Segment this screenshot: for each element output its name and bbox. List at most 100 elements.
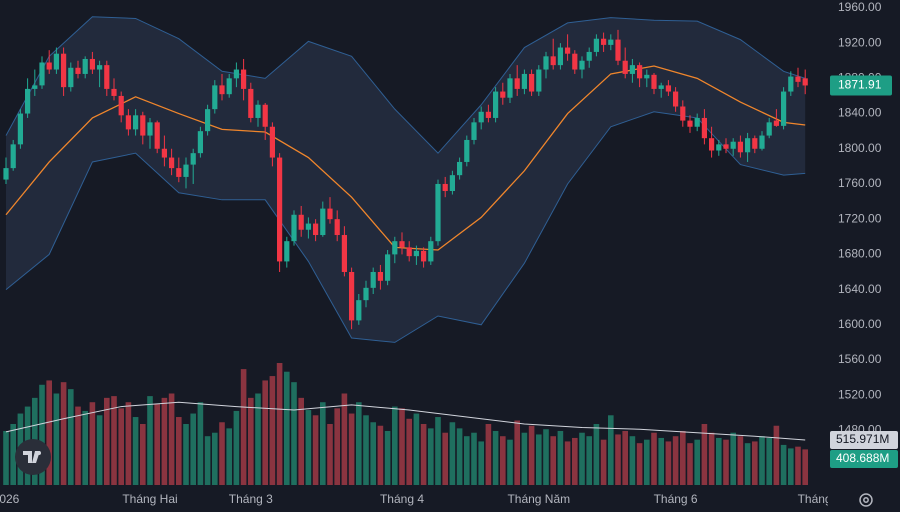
x-tick-label: Tháng 7 bbox=[798, 492, 842, 506]
volume-bar bbox=[723, 439, 729, 485]
volume-bar bbox=[644, 439, 650, 485]
volume-bar bbox=[795, 446, 801, 485]
volume-bar bbox=[536, 434, 542, 485]
x-tick-label: Tháng 6 bbox=[654, 492, 698, 506]
candle-body bbox=[399, 241, 405, 248]
candle-body bbox=[334, 219, 340, 236]
candle-body bbox=[111, 88, 117, 96]
candle-body bbox=[557, 47, 563, 66]
candle-body bbox=[485, 111, 491, 118]
volume-bar bbox=[492, 430, 499, 485]
candle-body bbox=[586, 51, 592, 61]
volume-bar bbox=[701, 424, 708, 485]
candle-body bbox=[680, 106, 686, 121]
volume-bar bbox=[780, 444, 787, 485]
candle-body bbox=[759, 135, 765, 149]
candle-body bbox=[514, 78, 520, 89]
volume-bar bbox=[334, 408, 340, 485]
volume-bar bbox=[730, 432, 736, 485]
candle-body bbox=[370, 271, 376, 288]
candle-body bbox=[637, 65, 643, 79]
candle-body bbox=[442, 183, 448, 192]
volume-bar bbox=[82, 410, 88, 485]
volume-label: 408.688M bbox=[836, 451, 889, 465]
tradingview-logo[interactable] bbox=[15, 439, 51, 475]
band-fill bbox=[6, 16, 806, 343]
volume-bar bbox=[593, 424, 600, 485]
candle-body bbox=[478, 111, 484, 123]
candle-body bbox=[291, 214, 297, 242]
volume-bar bbox=[183, 424, 189, 485]
candle-body bbox=[802, 78, 808, 86]
candle-body bbox=[622, 60, 628, 74]
volume-bar bbox=[363, 415, 369, 485]
volume-bar bbox=[636, 443, 643, 485]
candle-body bbox=[521, 73, 527, 89]
candle-body bbox=[118, 95, 124, 116]
x-tick-label: Tháng 3 bbox=[229, 492, 273, 506]
candle-body bbox=[615, 39, 621, 61]
candle-body bbox=[550, 56, 556, 66]
volume-bar bbox=[96, 415, 103, 485]
candle-body bbox=[125, 115, 131, 130]
candle-body bbox=[241, 69, 247, 89]
volume-bar bbox=[46, 380, 52, 485]
volume-bar bbox=[384, 430, 391, 485]
candle-body bbox=[709, 138, 715, 151]
volume-bar bbox=[147, 396, 153, 485]
volume-bar bbox=[392, 406, 398, 485]
volume-bar bbox=[269, 376, 276, 485]
volume-bar bbox=[104, 397, 110, 485]
last-price-label: 1871.91 bbox=[838, 78, 882, 92]
volume-bar bbox=[579, 432, 585, 485]
candle-body bbox=[723, 144, 729, 149]
candle-body bbox=[593, 38, 599, 52]
candle-body bbox=[608, 39, 614, 45]
candle-body bbox=[89, 58, 95, 70]
candle-body bbox=[716, 144, 722, 151]
volume-bar bbox=[766, 437, 772, 485]
candle-body bbox=[68, 67, 74, 88]
volume-bar bbox=[759, 436, 765, 485]
volume-bar bbox=[543, 429, 549, 485]
volume-bar bbox=[672, 436, 679, 485]
volume-bar bbox=[802, 449, 808, 485]
x-tick-label: Tháng Năm bbox=[507, 492, 570, 506]
candle-body bbox=[363, 287, 369, 301]
candle-body bbox=[687, 120, 693, 127]
x-tick-label: 2026 bbox=[0, 492, 20, 506]
volume-bar bbox=[68, 389, 74, 485]
candle-body bbox=[737, 141, 743, 153]
candle-body bbox=[190, 153, 196, 165]
candle-body bbox=[82, 58, 88, 74]
candle-body bbox=[788, 76, 794, 92]
volume-bar bbox=[370, 422, 376, 485]
volume-bar bbox=[773, 425, 780, 485]
volume-bar bbox=[615, 434, 621, 485]
volume-bar bbox=[233, 410, 240, 485]
candle-body bbox=[161, 148, 167, 158]
candle-body bbox=[25, 88, 31, 114]
volume-bar bbox=[276, 363, 283, 485]
candle-body bbox=[464, 139, 470, 162]
candle-body bbox=[75, 67, 81, 74]
volume-bar bbox=[449, 422, 456, 485]
volume-bar bbox=[464, 436, 470, 485]
candle-body bbox=[46, 62, 52, 70]
settings-gear[interactable] bbox=[859, 493, 873, 507]
candle-body bbox=[773, 120, 779, 126]
candle-body bbox=[493, 91, 499, 118]
candle-body bbox=[752, 138, 758, 149]
candle-body bbox=[262, 104, 268, 127]
candle-body bbox=[543, 56, 549, 70]
candle-body bbox=[32, 85, 38, 89]
band-upper bbox=[5, 16, 806, 154]
candle-body bbox=[377, 271, 383, 281]
candle-body bbox=[421, 250, 427, 262]
candle-body bbox=[500, 91, 506, 98]
volume-bar bbox=[111, 396, 117, 485]
candle-body bbox=[147, 122, 153, 136]
volume-bar bbox=[154, 403, 160, 485]
candle-body bbox=[169, 157, 175, 169]
y-tick-label: 1840.00 bbox=[838, 106, 882, 120]
